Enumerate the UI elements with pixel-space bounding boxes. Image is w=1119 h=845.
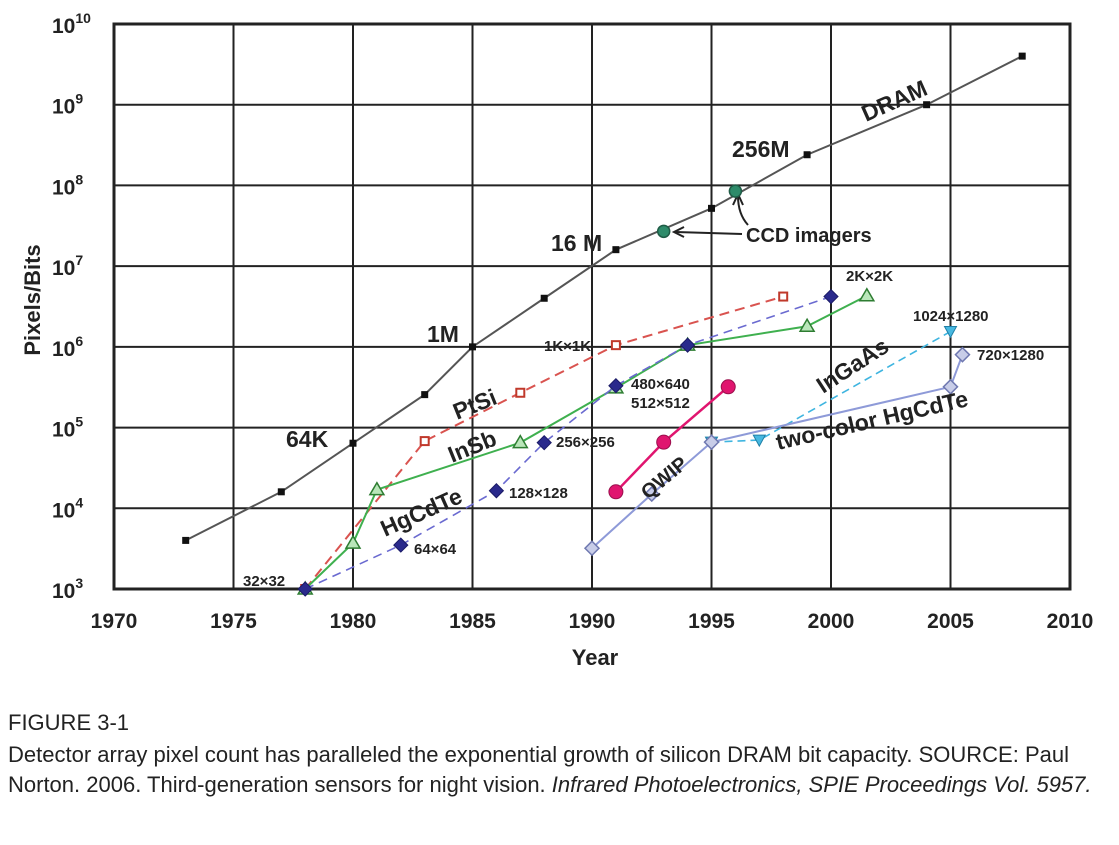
series-qwip (608, 379, 736, 500)
plot-frame (112, 22, 1072, 591)
series-hgcdte (297, 288, 839, 597)
y-tick-label: 103 (52, 575, 83, 603)
insb-marker (344, 534, 362, 549)
annotation-ptsi: PtSi (449, 384, 500, 425)
ccd-marker (656, 224, 671, 239)
series-dram (182, 52, 1026, 544)
dram-marker (349, 439, 357, 447)
ptsi-marker (419, 436, 430, 447)
annotation-16m: 16 M (551, 230, 602, 256)
annotation-720x1280: 720×1280 (977, 347, 1044, 364)
series-twocolor (583, 346, 971, 557)
ccd-marker (728, 184, 743, 198)
ccd-arrow-2 (737, 195, 749, 226)
annotation-256x256: 256×256 (556, 434, 615, 451)
y-axis-title: Pixels/Bits (20, 244, 45, 355)
hgcdte-marker (488, 483, 505, 499)
x-tick-label: 1980 (330, 610, 377, 633)
series-insb-line (304, 294, 868, 590)
figure-caption: Detector array pixel count has parallele… (8, 740, 1113, 800)
annotation-ccd-imagers: CCD imagers (746, 225, 872, 247)
twocolor-marker (954, 346, 971, 363)
insb-marker (798, 317, 816, 333)
series-layer (182, 52, 1026, 597)
ptsi-marker (610, 340, 621, 351)
hgcdte-marker (393, 537, 409, 553)
ptsi-marker (515, 387, 526, 398)
twocolor-marker (942, 378, 959, 395)
annotation-hgcdte: HgCdTe (376, 483, 466, 542)
annotation-1m: 1M (427, 321, 459, 347)
y-tick-label: 106 (52, 333, 83, 361)
dram-marker (923, 101, 931, 109)
ingaas-marker (752, 434, 767, 448)
y-tick-label: 109 (52, 91, 83, 119)
qwip-marker (608, 484, 624, 500)
figure-caption-citation: Infrared Photoelectronics, SPIE Proceedi… (551, 772, 1092, 797)
series-ingaas-line (711, 330, 951, 443)
annotation-64x64: 64×64 (414, 541, 457, 558)
x-tick-label: 1970 (91, 610, 138, 633)
y-tick-label: 105 (52, 414, 83, 442)
twocolor-marker (643, 486, 660, 503)
x-tick-labels: 1970 1975 1980 1985 1990 1995 2000 2005 2010 (91, 610, 1094, 633)
twocolor-marker (583, 540, 601, 557)
insb-marker (368, 481, 386, 496)
insb-marker (858, 287, 876, 302)
dram-marker (1018, 52, 1026, 60)
hgcdte-marker (679, 337, 696, 353)
dram-marker (182, 536, 190, 544)
annotation-480x640: 480×640 (631, 376, 690, 393)
dram-marker (803, 151, 811, 159)
x-tick-label: 2005 (927, 610, 974, 633)
y-tick-label: 108 (52, 171, 83, 199)
insb-marker (511, 434, 529, 449)
ccd-arrow-1-head (671, 226, 685, 238)
annotation-64k: 64K (286, 426, 329, 452)
figure-caption-text: Detector array pixel count has parallele… (8, 742, 1069, 797)
annotation-32x32: 32×32 (243, 573, 285, 590)
series-ccd (656, 184, 743, 239)
annotation-ingaas: InGaAs (812, 333, 894, 399)
annotation-1024x1280: 1024×1280 (913, 308, 989, 325)
annotation-128x128: 128×128 (509, 485, 568, 502)
twocolor-marker (703, 434, 720, 451)
x-tick-label: 1975 (210, 610, 257, 633)
ccd-arrow-1 (675, 231, 743, 235)
qwip-marker (656, 434, 672, 450)
y-tick-label: 107 (52, 252, 83, 280)
annotation-1kx1k: 1K×1K (544, 338, 591, 355)
y-tick-label: 104 (52, 494, 83, 522)
dram-marker (277, 488, 285, 496)
annotation-512x512: 512×512 (631, 395, 690, 412)
x-axis-title: Year (572, 645, 619, 670)
figure-label: FIGURE 3-1 (8, 710, 130, 735)
x-tick-label: 2010 (1047, 610, 1094, 633)
annotation-256m: 256M (732, 136, 790, 162)
hgcdte-marker (608, 378, 624, 394)
x-tick-label: 1985 (449, 610, 496, 633)
dram-marker (469, 343, 476, 351)
series-dram-line (185, 55, 1023, 542)
hgcdte-marker (823, 288, 839, 305)
annotation-2kx2k: 2K×2K (846, 268, 893, 285)
dram-marker (421, 391, 429, 399)
hgcdte-marker (536, 434, 552, 451)
dram-marker (612, 246, 620, 254)
dram-marker (540, 294, 548, 302)
x-tick-label: 1990 (569, 610, 616, 633)
x-tick-label: 1995 (688, 610, 735, 633)
ptsi-marker (778, 291, 789, 302)
dram-marker (708, 204, 715, 212)
ingaas-marker (943, 325, 958, 339)
y-tick-label: 1010 (52, 10, 91, 38)
chart: 1970 1975 1980 1985 1990 1995 2000 2005 2010 103… (20, 10, 1094, 670)
y-tick-labels: 103 104 105 106 107 108 109 1010 (52, 10, 91, 603)
x-tick-label: 2000 (808, 610, 855, 633)
hgcdte-marker (297, 581, 313, 597)
qwip-marker (720, 379, 736, 395)
